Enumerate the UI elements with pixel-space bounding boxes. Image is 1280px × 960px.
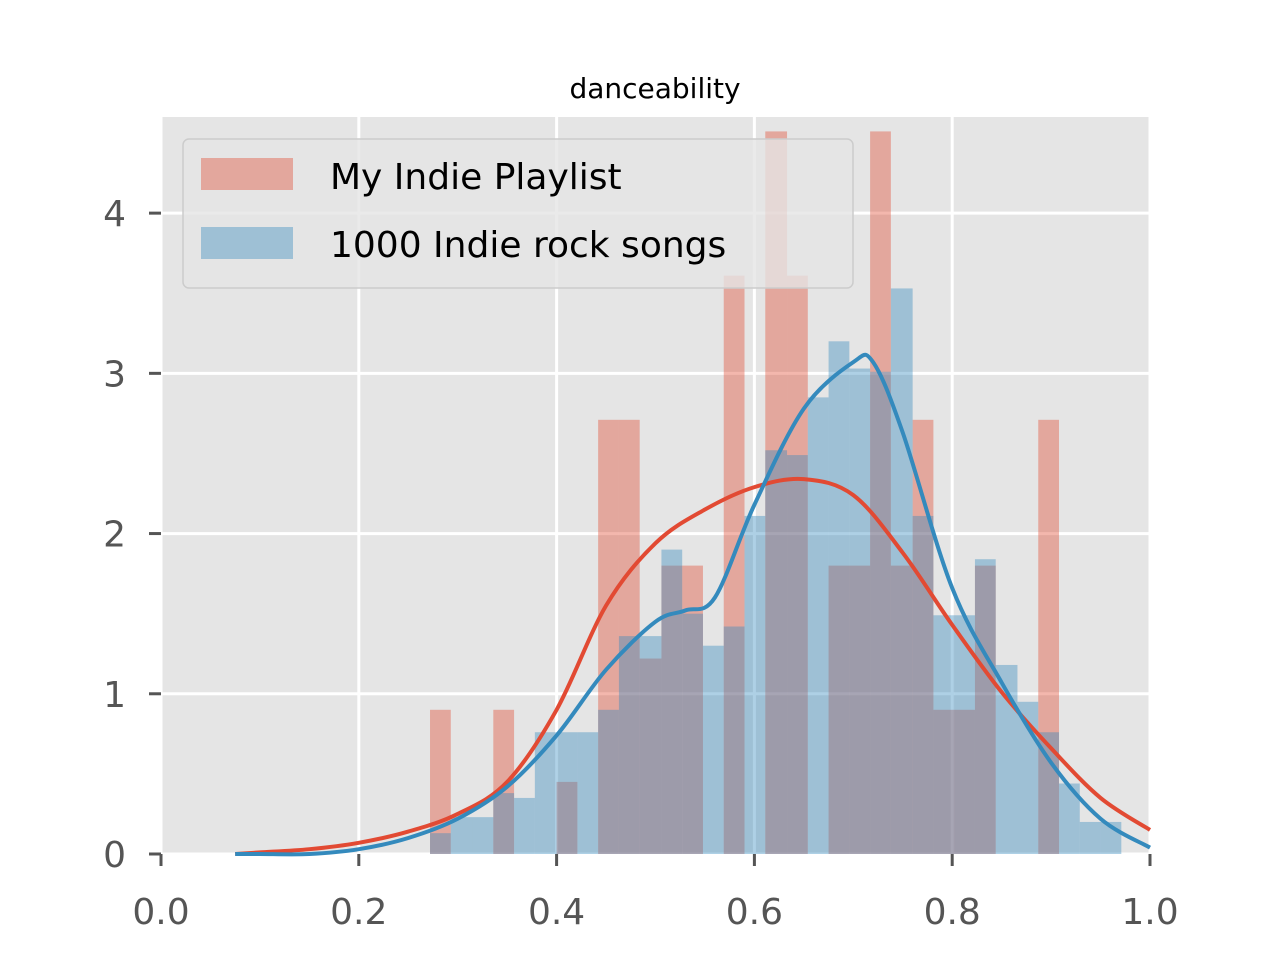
histogram-bar [933,615,955,854]
histogram-bar [974,559,996,854]
histogram-bar [556,781,578,854]
y-tick-label: 2 [103,515,126,556]
histogram-bar [1079,821,1101,854]
histogram-bar [430,833,451,854]
histogram-bar [534,732,557,854]
histogram-bar [1038,732,1060,854]
histogram-bar [639,636,662,854]
histogram-bar [598,709,619,854]
histogram-bar [807,397,829,854]
histogram-bar [870,131,891,855]
histogram-bar [1059,783,1080,854]
histogram-bar [723,275,745,854]
y-tick-label: 4 [103,194,126,235]
x-tick-label: 0.6 [726,892,783,933]
histogram-bar [954,615,975,854]
histogram-bar [828,565,850,854]
histogram-bar [661,549,683,854]
histogram-bar [1017,701,1039,854]
histogram-bar [682,613,703,854]
histogram-bar [598,419,619,854]
histogram-bar [430,709,451,854]
histogram-bar [849,565,871,854]
histogram-bar [618,636,640,854]
histogram-bar [954,709,975,854]
histogram-bar [472,817,494,854]
legend-label-my-indie-playlist: My Indie Playlist [330,157,622,198]
histogram-bar [618,419,640,854]
histogram-bar [995,664,1018,854]
x-tick-label: 0.0 [132,892,189,933]
histogram-bar [1038,419,1060,854]
histogram-bar [493,709,515,854]
legend-swatch-my-indie-playlist [201,158,293,190]
histogram-bar [765,450,788,854]
histogram-bar [787,455,808,854]
histogram-bar [702,645,724,854]
legend-swatch-1000-indie-rock-songs [201,227,293,259]
histogram-bar [682,565,703,854]
x-tick-label: 0.2 [330,892,387,933]
histogram-bar [828,341,850,855]
axis-ticks: 0.0 0.2 0.4 0.6 0.8 1.0 0 1 2 3 4 [103,194,1179,933]
chart-title: danceability [569,72,740,105]
histogram-bar [912,515,934,854]
histogram-bar [577,732,599,854]
kde-line-series-0 [235,476,1152,856]
histogram-bar [974,565,996,854]
histogram-bar [514,797,535,854]
legend: My Indie Playlist 1000 Indie rock songs [182,138,854,289]
x-tick-label: 0.4 [528,892,585,933]
histogram-bar [870,371,891,854]
histogram-bar [450,817,473,854]
x-tick-label: 0.8 [924,892,981,933]
histogram-bar [744,515,766,854]
x-tick-label: 1.0 [1121,892,1178,933]
histogram-bar [765,131,788,855]
histogram-bar [890,288,913,854]
histogram-bar [493,793,515,854]
histogram-bar [787,275,808,854]
y-tick-label: 1 [103,675,126,716]
histogram-bar [849,368,871,854]
histogram-bar [912,419,934,854]
histogram-bar [661,565,683,854]
histogram-bar [723,626,745,854]
histogram-bar [556,732,578,854]
y-tick-label: 0 [103,835,126,876]
kde-lines [235,352,1152,857]
kde-line-series-1 [235,352,1152,857]
histogram-bar [639,658,662,854]
y-tick-label: 3 [103,354,126,395]
histogram-bar [890,565,913,854]
histogram-bars [430,131,1122,855]
legend-frame [182,138,854,289]
histogram-bar [933,709,955,854]
legend-label-1000-indie-rock-songs: 1000 Indie rock songs [330,225,726,266]
